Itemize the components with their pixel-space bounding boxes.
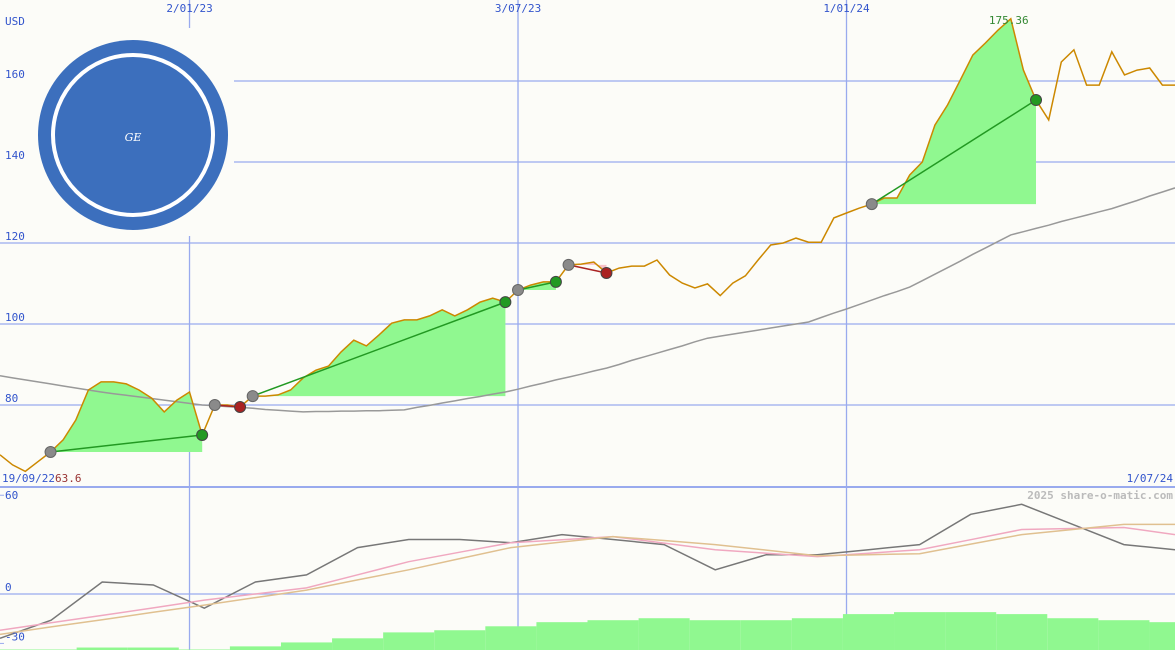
histogram-bar [587,620,639,650]
max-label: 175.36 [989,14,1029,27]
entry-marker [208,399,221,411]
y-axis-label: USD [5,15,25,28]
min-label: 63.6 [55,472,82,485]
histogram-bar [689,620,741,650]
histogram-bar [740,620,792,650]
exit-marker [549,275,562,288]
exit-marker [1030,94,1043,107]
y-tick-label: 0 [5,581,12,594]
histogram-bar [485,626,537,650]
entry-marker [246,390,259,403]
trade-area [252,298,506,397]
exit-marker [499,296,512,309]
histogram-bar [383,632,435,650]
exit-marker [234,401,247,414]
entry-marker [865,198,878,211]
logo-text: GE [125,131,142,144]
entry-marker [44,445,57,458]
y-tick-label: -30 [5,630,25,643]
y-tick-label: 80 [5,392,18,405]
trade-line [568,264,607,274]
histogram-bar [76,647,128,650]
trade-line [517,281,557,291]
y-tick-label: 160 [5,68,25,81]
line [0,187,1175,413]
histogram-bar [1047,618,1099,650]
x-tick-label: 1/01/24 [823,2,870,15]
logo-ring [51,53,215,217]
histogram-bar [332,638,384,650]
line [0,17,1175,473]
histogram-bar [1149,622,1175,650]
trade-line [252,301,506,397]
line [0,503,1175,640]
histogram-bar [229,646,281,650]
histogram-bar [945,612,997,650]
line [0,526,1175,631]
histogram-bar [894,612,946,650]
histogram-bar [127,647,179,650]
x-tick-label: 19/09/22 [2,472,55,485]
trade-area [871,18,1036,205]
entry-marker [512,283,525,296]
histogram-bar [280,642,333,650]
x-tick-label: 1/07/24 [1127,472,1174,485]
y-tick-label: 120 [5,230,25,243]
y-tick-label: 140 [5,149,25,162]
y-tick-label: 100 [5,311,25,324]
histogram-bar [638,618,690,650]
line [0,523,1175,636]
x-tick-label: 3/07/23 [495,2,541,15]
exit-marker [600,266,613,279]
y-tick-label: 60 [5,489,18,502]
trade-line [50,434,203,453]
x-tick-label: 2/01/23 [166,2,212,15]
histogram-bar [996,614,1048,650]
trade-area [50,381,203,452]
histogram-bar [434,630,486,650]
logo-circle [38,40,228,230]
exit-marker [196,428,209,441]
histogram-bar [536,622,588,650]
histogram-bar [842,614,895,650]
histogram-bar [791,618,843,650]
trade-line [871,99,1037,205]
watermark: 2025 share-o-matic.com [1027,489,1173,502]
entry-marker [562,258,575,271]
histogram-bar [1098,620,1150,650]
